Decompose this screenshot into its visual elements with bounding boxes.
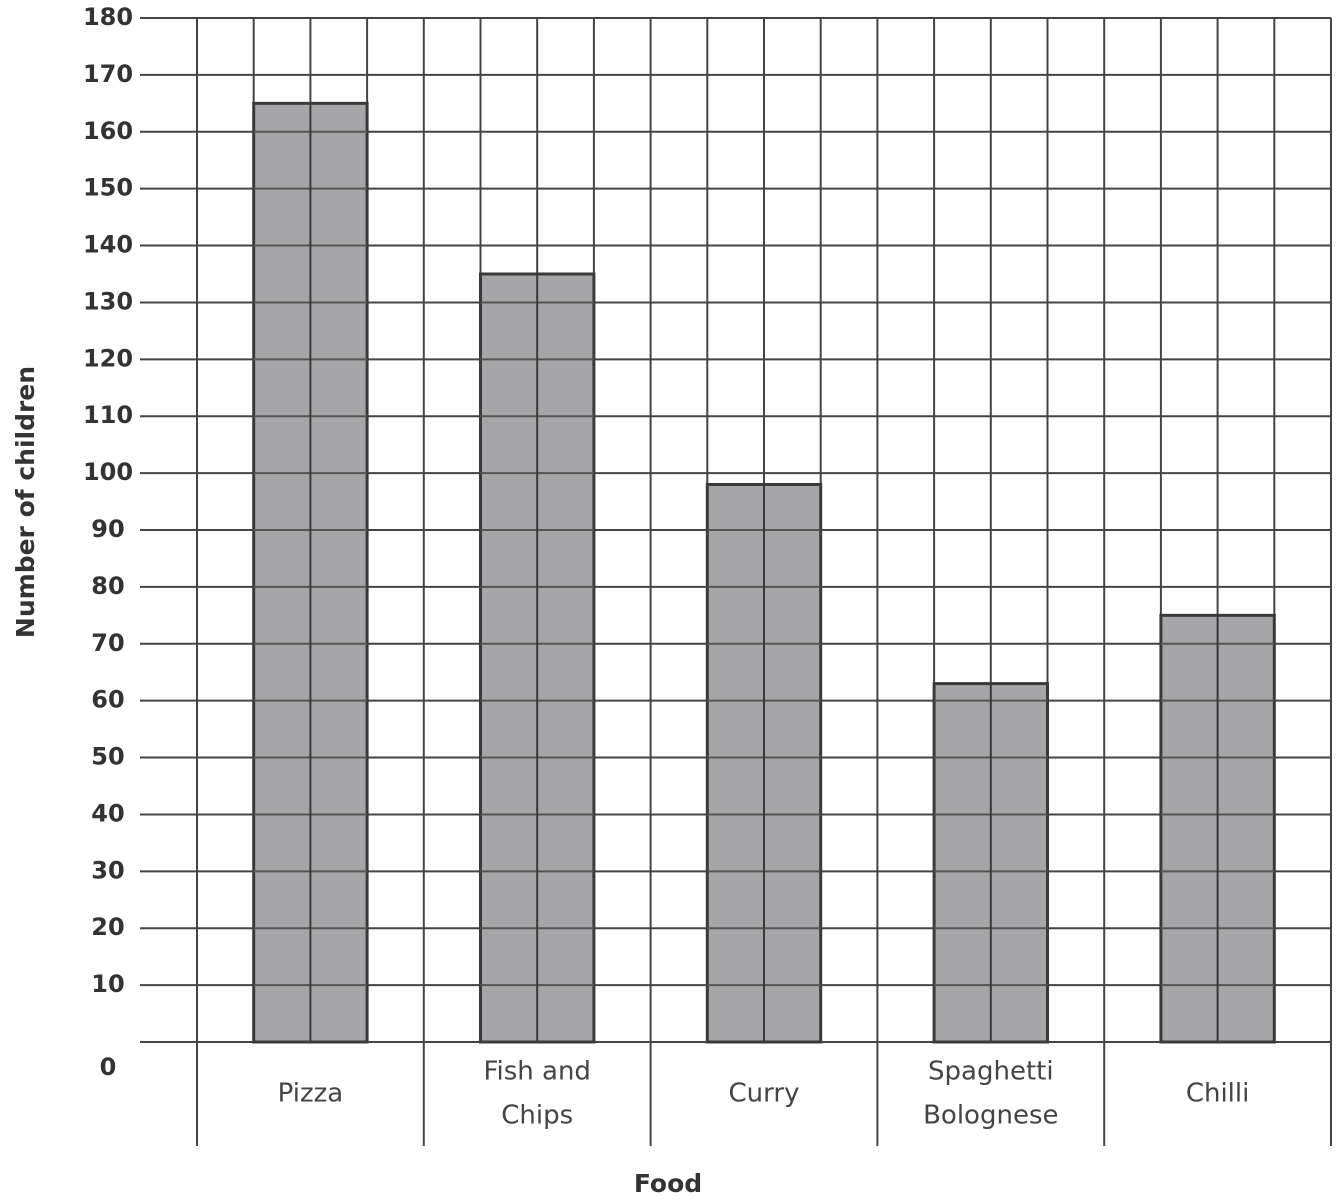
y-tick-label: 20 xyxy=(91,913,124,941)
x-category-label: Bolognese xyxy=(923,1101,1058,1131)
y-tick-label: 110 xyxy=(83,401,133,429)
x-category-label: Fish and xyxy=(483,1057,591,1087)
y-tick-label: 170 xyxy=(83,60,133,88)
y-tick-label: 150 xyxy=(83,174,133,202)
x-category-label: Curry xyxy=(729,1079,800,1109)
y-tick-label: 10 xyxy=(91,970,124,998)
y-tick-label: 140 xyxy=(83,231,133,259)
x-category-label: Chips xyxy=(501,1101,573,1131)
y-tick-label: 160 xyxy=(83,117,133,145)
x-category-label: Pizza xyxy=(278,1079,344,1109)
y-tick-label: 100 xyxy=(83,458,133,486)
x-axis-categories: Pizza Fish and Chips Curry Spaghetti Bolognes… xyxy=(278,1057,1250,1131)
y-tick-label: 50 xyxy=(91,743,124,771)
x-axis-title: Food xyxy=(634,1169,702,1198)
y-tick-label: 80 xyxy=(91,572,124,600)
y-tick-label: 120 xyxy=(83,344,133,372)
x-category-label: Chilli xyxy=(1186,1079,1250,1109)
y-tick-label: 70 xyxy=(91,629,124,657)
y-tick-label: 40 xyxy=(91,799,124,827)
y-tick-label: 30 xyxy=(91,856,124,884)
y-axis-ticks: 0 10 20 30 40 50 60 70 80 90 100 110 120 130 140 150 160… xyxy=(83,3,133,1081)
y-axis-title: Number of children xyxy=(11,366,40,638)
y-tick-label: 130 xyxy=(83,287,133,315)
y-tick-label: 60 xyxy=(91,686,124,714)
y-tick-label: 0 xyxy=(100,1053,117,1081)
x-category-label: Spaghetti xyxy=(928,1057,1054,1087)
y-tick-label: 180 xyxy=(83,3,133,31)
bar-dividers xyxy=(253,103,1275,1042)
y-tick-label: 90 xyxy=(91,515,124,543)
